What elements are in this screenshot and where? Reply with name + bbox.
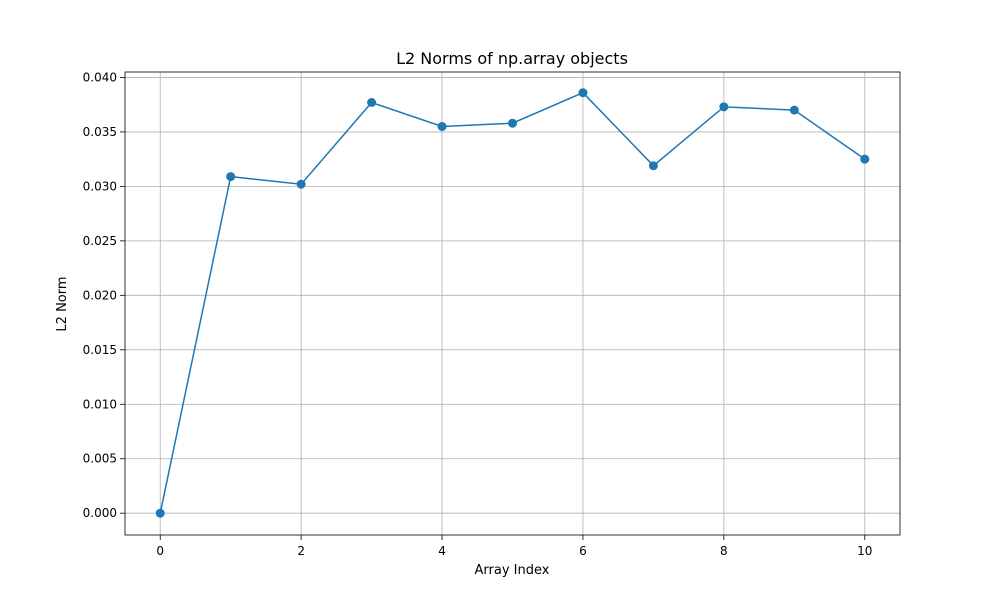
data-point	[578, 88, 588, 98]
x-tick-label: 6	[579, 544, 587, 558]
y-tick-label: 0.010	[83, 397, 117, 411]
grid	[125, 72, 900, 535]
data-point	[648, 161, 658, 171]
x-tick-label: 0	[156, 544, 164, 558]
data-point	[860, 154, 870, 164]
data-point	[789, 105, 799, 115]
y-tick-label: 0.025	[83, 234, 117, 248]
y-tick-label: 0.040	[83, 70, 117, 84]
y-tick-label: 0.030	[83, 179, 117, 193]
x-tick-label: 4	[438, 544, 446, 558]
x-axis: 0 2 4 6 8 10	[156, 535, 872, 558]
data-point	[296, 179, 306, 189]
y-tick-label: 0.020	[83, 288, 117, 302]
y-tick-label: 0.005	[83, 452, 117, 466]
series-line	[159, 91, 866, 514]
x-tick-label: 10	[857, 544, 872, 558]
y-axis: 0.000 0.005 0.010 0.015 0.020 0.025 0.030 0.035…	[83, 70, 125, 520]
chart-title: L2 Norms of np.array objects	[396, 49, 628, 68]
data-point	[155, 508, 165, 518]
series-layer	[155, 88, 870, 518]
y-axis-label: L2 Norm	[55, 276, 70, 331]
y-tick-label: 0.000	[83, 506, 117, 520]
x-axis-label: Array Index	[475, 563, 550, 578]
data-point	[226, 172, 236, 182]
y-tick-label: 0.015	[83, 343, 117, 357]
x-tick-label: 8	[720, 544, 728, 558]
y-tick-label: 0.035	[83, 125, 117, 139]
data-point	[437, 121, 447, 131]
data-point	[719, 102, 729, 112]
data-point	[508, 118, 517, 128]
data-point	[367, 98, 377, 108]
plot-frame	[124, 71, 901, 536]
x-tick-label: 2	[297, 544, 305, 558]
